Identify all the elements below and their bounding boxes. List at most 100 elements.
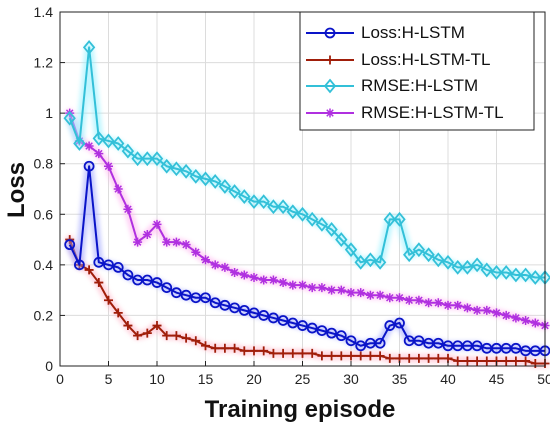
data-point — [267, 199, 280, 215]
data-point — [298, 348, 307, 358]
data-point — [316, 325, 328, 337]
data-point — [530, 318, 540, 328]
data-point — [191, 336, 201, 346]
data-point — [453, 356, 463, 366]
data-point — [218, 179, 232, 194]
data-point — [519, 267, 532, 283]
data-point — [307, 348, 317, 358]
data-point — [356, 288, 366, 298]
data-point — [141, 151, 154, 167]
data-point — [395, 293, 404, 303]
data-point — [278, 348, 288, 358]
data-point — [112, 261, 124, 273]
data-point — [277, 315, 289, 326]
data-point — [104, 295, 113, 305]
x-tick-label: 30 — [343, 371, 359, 387]
data-point — [152, 219, 162, 229]
data-point — [160, 158, 173, 174]
legend-entry-rmse-h-lstm-tl: RMSE:H-LSTM-TL — [301, 103, 504, 122]
data-point — [500, 265, 513, 280]
data-point — [249, 273, 259, 282]
x-tick-label: 25 — [295, 371, 311, 387]
data-point — [461, 259, 474, 275]
data-point — [424, 353, 434, 363]
data-point — [171, 237, 181, 247]
data-point — [189, 168, 202, 184]
data-point — [470, 257, 484, 273]
data-point — [414, 295, 424, 305]
data-point — [383, 211, 396, 227]
data-point — [325, 108, 335, 118]
data-point — [453, 300, 463, 310]
data-point — [209, 297, 221, 309]
data-point — [413, 335, 425, 347]
data-point — [480, 262, 493, 278]
data-point — [462, 303, 472, 313]
data-point — [191, 247, 201, 257]
data-point — [327, 351, 337, 361]
data-point — [345, 335, 357, 347]
legend-label: RMSE:H-LSTM-TL — [361, 103, 504, 122]
data-point — [201, 255, 210, 265]
data-point — [323, 78, 337, 94]
data-point — [268, 348, 278, 358]
x-tick-label: 50 — [537, 371, 550, 387]
y-tick-label: 0.6 — [34, 206, 54, 222]
data-point — [102, 133, 115, 149]
data-point — [335, 232, 348, 247]
data-point — [133, 331, 143, 341]
data-point — [324, 27, 336, 39]
legend-entry-loss-h-lstm-tl: Loss:H-LSTM-TL — [301, 50, 490, 69]
data-point — [501, 310, 511, 320]
data-point — [354, 254, 367, 270]
data-point — [199, 171, 212, 187]
data-point — [441, 254, 455, 270]
data-point — [201, 341, 210, 351]
data-point — [239, 270, 249, 280]
data-point — [170, 161, 183, 177]
x-axis-label: Training episode — [205, 396, 396, 423]
x-tick-label: 35 — [392, 371, 408, 387]
data-point — [229, 302, 241, 314]
data-point — [296, 206, 309, 222]
data-point — [161, 282, 173, 294]
data-point — [83, 160, 95, 172]
data-point — [220, 262, 230, 272]
data-point — [239, 346, 249, 356]
data-point — [297, 320, 308, 331]
data-point — [104, 161, 113, 171]
y-axis-label: Loss — [3, 162, 30, 218]
data-point — [220, 343, 230, 353]
data-point — [257, 194, 270, 210]
data-point — [267, 312, 279, 324]
data-point — [200, 292, 211, 304]
data-point — [373, 254, 387, 270]
data-point — [228, 184, 241, 199]
x-tick-label: 5 — [105, 371, 113, 387]
data-point — [93, 256, 105, 268]
legend-entry-rmse-h-lstm: RMSE:H-LSTM — [301, 76, 478, 95]
data-point — [249, 346, 259, 356]
data-point — [210, 260, 220, 270]
data-point — [121, 143, 135, 159]
legend-swatch — [301, 108, 359, 118]
data-point — [346, 351, 356, 361]
data-point — [403, 247, 416, 263]
data-point — [306, 322, 318, 334]
data-point — [73, 136, 86, 151]
data-point — [325, 222, 338, 237]
data-point — [181, 333, 191, 343]
data-point — [238, 189, 251, 204]
data-point — [113, 184, 123, 194]
data-point — [259, 346, 269, 356]
data-point — [346, 288, 356, 298]
plot-frame-group: 0 5 10 15 20 25 30 35 40 45 50 0 0.2 0.4 0.6 0.8 1 1.2 1.4 — [34, 4, 550, 387]
data-point — [393, 211, 406, 227]
data-point — [471, 340, 483, 352]
data-point — [181, 240, 191, 250]
data-point — [133, 237, 143, 247]
x-tick-label: 45 — [489, 371, 505, 387]
data-point — [151, 277, 163, 288]
data-point — [375, 351, 385, 361]
